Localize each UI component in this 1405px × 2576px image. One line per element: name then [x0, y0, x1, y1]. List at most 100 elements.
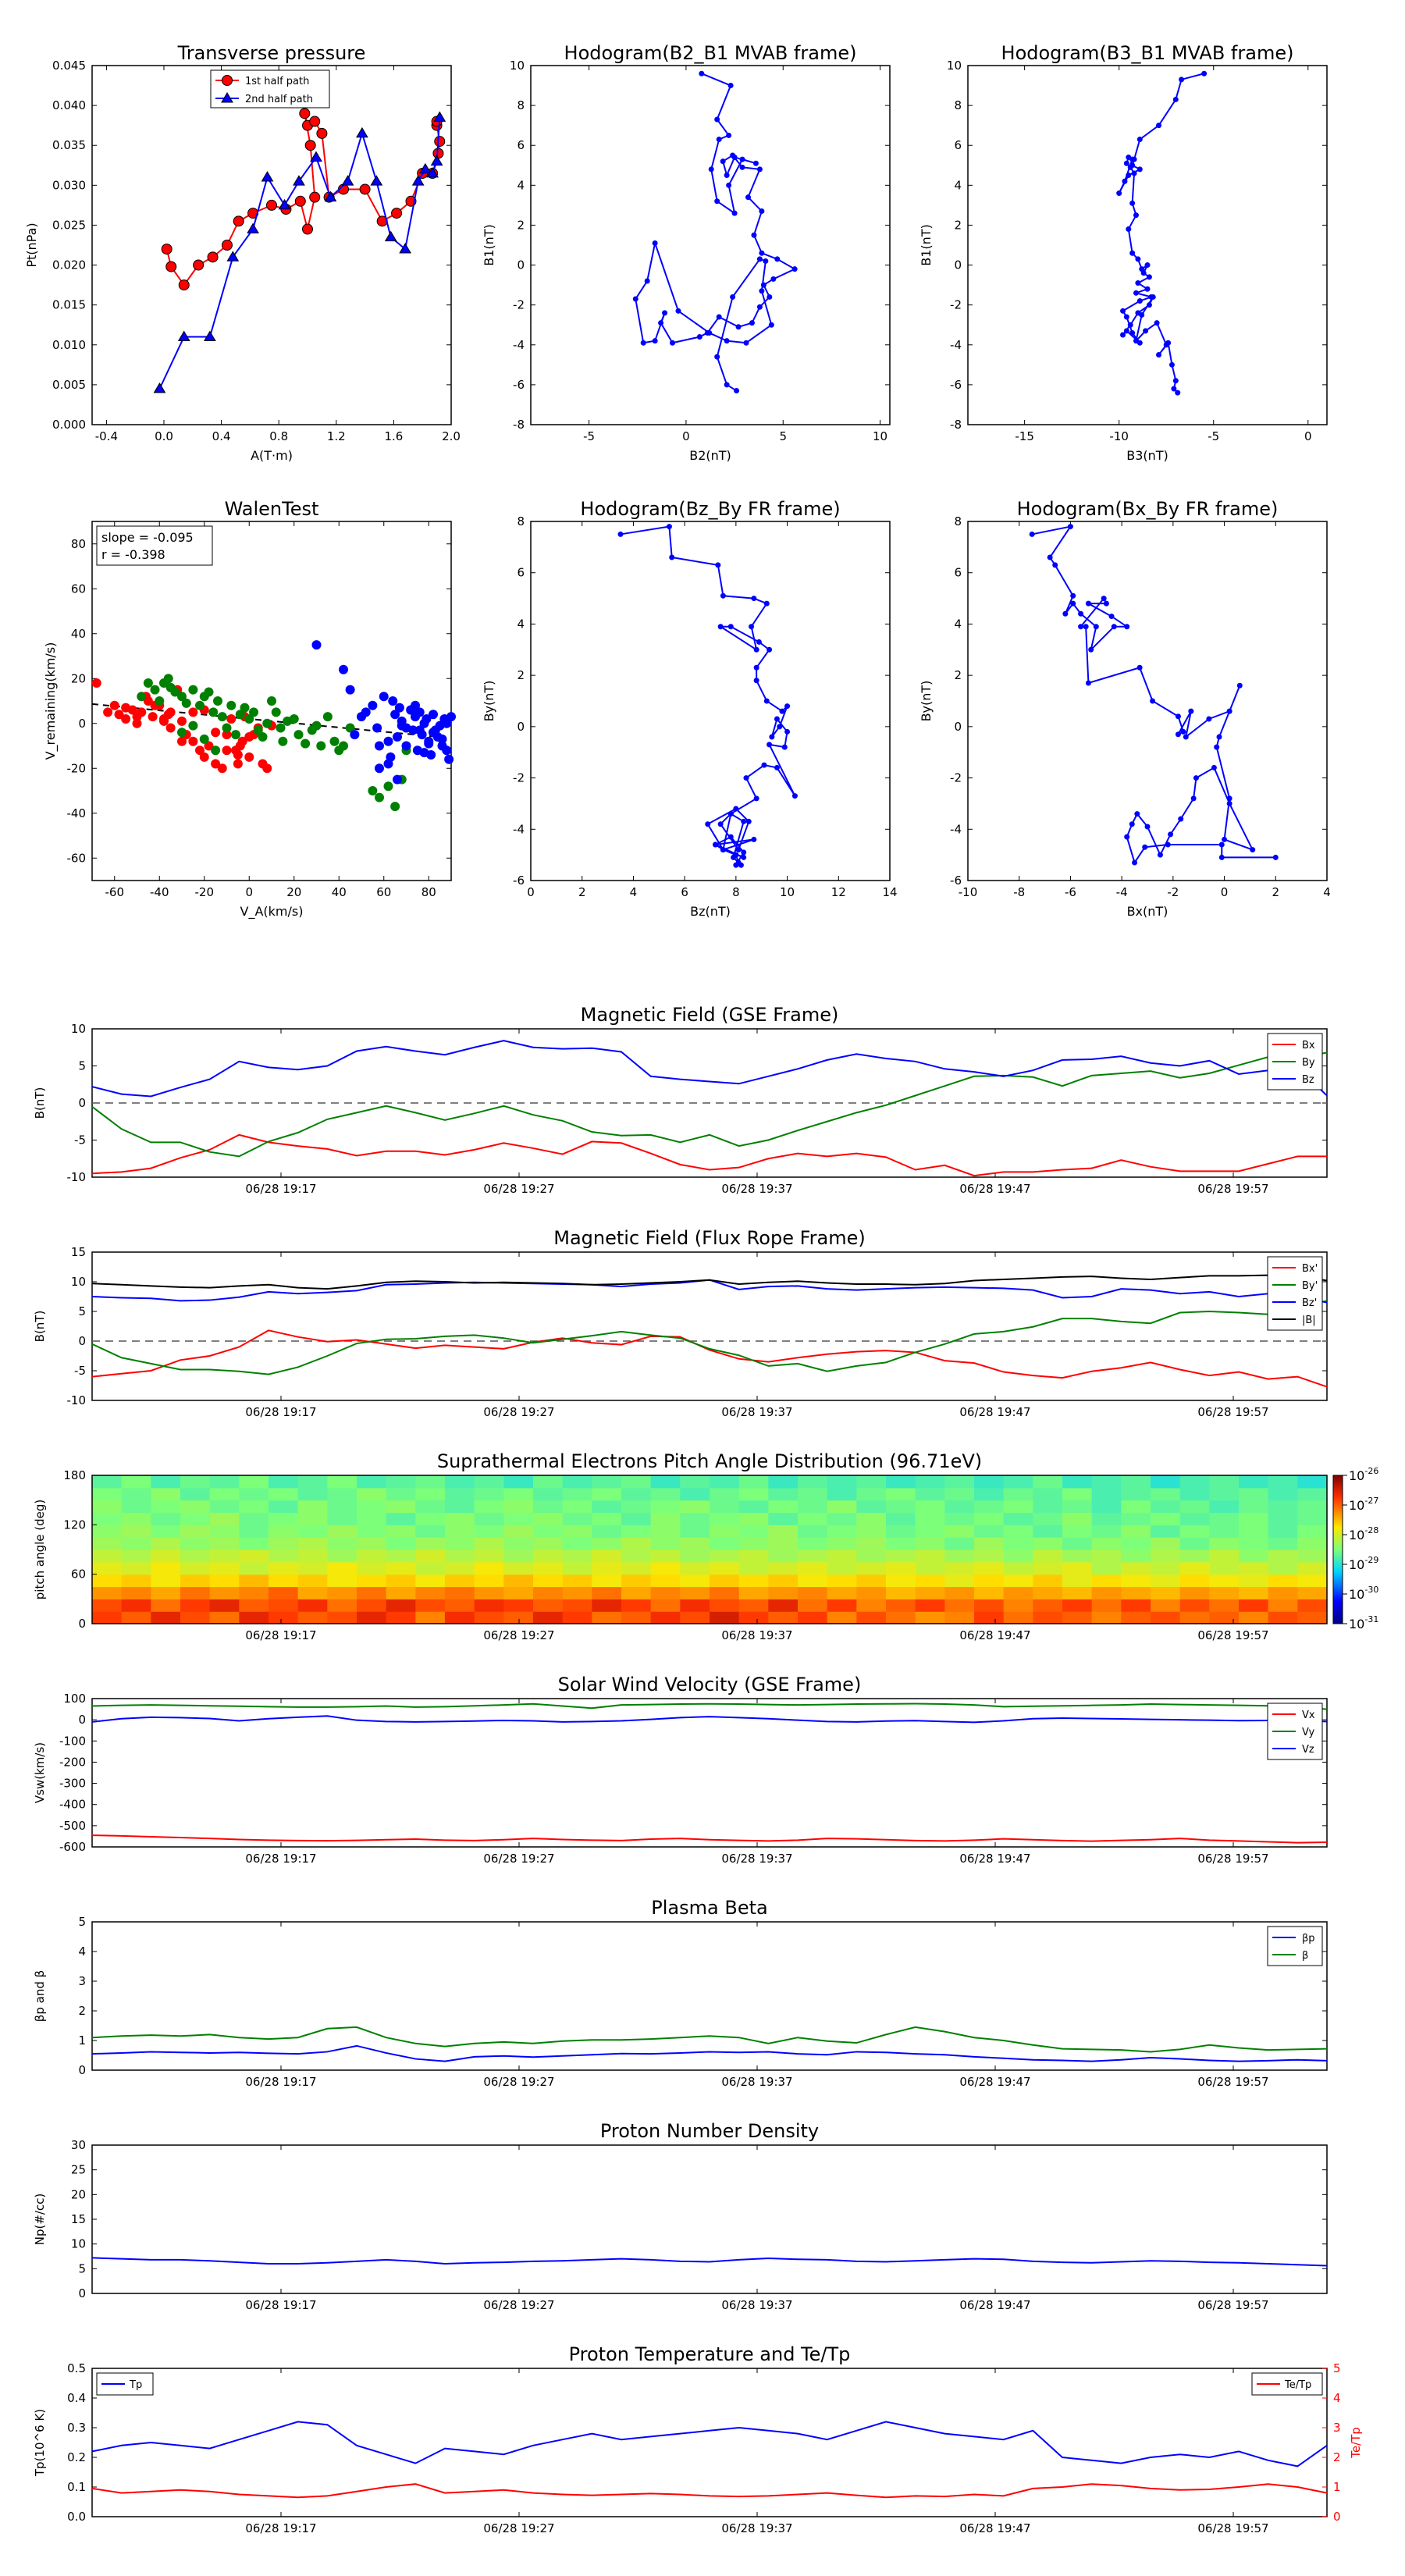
time-tick-label: 06/28 19:17: [245, 2298, 316, 2312]
data-point: [237, 736, 247, 746]
data-point: [770, 276, 777, 282]
heatmap-cell: [621, 1537, 652, 1550]
data-point: [1218, 841, 1225, 848]
y-axis-label-right: Te/Tp: [1349, 2427, 1363, 2459]
data-point: [384, 230, 397, 242]
data-point: [411, 175, 425, 186]
y-tick-label: 0: [954, 720, 962, 734]
y-tick-label: -4: [950, 338, 962, 352]
data-point: [756, 639, 762, 645]
data-point: [193, 259, 205, 271]
data-point: [199, 734, 209, 744]
heatmap-cell: [386, 1500, 416, 1514]
data-point: [1062, 610, 1069, 617]
heatmap-cell: [1239, 1561, 1269, 1575]
heatmap-cell: [562, 1611, 592, 1624]
data-point: [652, 338, 658, 344]
x-tick-label: 0: [1304, 429, 1312, 443]
heatmap-cell: [151, 1586, 181, 1599]
data-point: [233, 215, 244, 227]
data-point: [784, 703, 791, 710]
plot-frame: [91, 2368, 1328, 2517]
x-tick-label: -15: [1015, 429, 1034, 443]
heatmap-cell: [1239, 1574, 1269, 1588]
heatmap-cell: [768, 1537, 799, 1550]
heatmap-cell: [1091, 1487, 1122, 1501]
data-point: [1188, 708, 1194, 714]
y-tick-label: 0.5: [67, 2361, 86, 2375]
time-tick-label: 06/28 19:27: [483, 1405, 554, 1419]
data-point: [390, 802, 400, 812]
data-point: [759, 208, 765, 215]
heatmap-cell: [1121, 1599, 1151, 1612]
heatmap-cell: [92, 1599, 123, 1612]
heatmap-cell: [915, 1537, 945, 1550]
heatmap-cell: [239, 1550, 269, 1563]
data-point: [422, 714, 432, 724]
data-point: [137, 707, 147, 717]
y-tick-label: 0: [517, 720, 525, 734]
x-tick-label: -6: [1065, 885, 1076, 899]
data-point: [1143, 328, 1149, 334]
time-tick-label: 06/28 19:37: [721, 1628, 792, 1642]
heatmap-cell: [1268, 1586, 1298, 1599]
data-point: [226, 714, 237, 724]
y-tick-label: 80: [71, 537, 86, 551]
heatmap-cell: [180, 1537, 211, 1550]
heatmap-cell: [1268, 1487, 1298, 1501]
data-point: [442, 745, 452, 756]
x-tick-label: 4: [1323, 885, 1331, 899]
y-tick-label: -6: [513, 873, 525, 888]
heatmap-cell: [92, 1475, 123, 1489]
data-point: [769, 734, 775, 740]
chart-title: Magnetic Field (GSE Frame): [581, 1004, 839, 1026]
heatmap-cell: [474, 1500, 504, 1514]
data-point: [177, 330, 190, 341]
y-tick-label: 2: [954, 218, 962, 232]
data-point: [177, 736, 187, 746]
heatmap-cell: [798, 1537, 828, 1550]
data-point: [1144, 824, 1151, 830]
data-point: [244, 714, 254, 724]
data-point: [195, 700, 205, 710]
data-point: [278, 736, 288, 746]
heatmap-cell: [680, 1475, 710, 1489]
chart-title: Proton Temperature and Te/Tp: [569, 2343, 851, 2365]
y-tick-label: 0.040: [52, 98, 86, 112]
time-tick-label: 06/28 19:27: [483, 1852, 554, 1866]
series-line-Vz: [91, 1715, 1328, 1724]
heatmap-cell: [386, 1512, 416, 1525]
heatmap-cell: [680, 1599, 710, 1612]
heatmap-cell: [1033, 1525, 1063, 1538]
colorbar-label: 10-31: [1349, 1614, 1378, 1631]
heatmap-cell: [592, 1550, 622, 1563]
heatmap-cell: [297, 1599, 328, 1612]
heatmap-cell: [768, 1611, 799, 1624]
heatmap-cell: [1121, 1611, 1151, 1624]
time-tick-label: 06/28 19:57: [1197, 2075, 1268, 2089]
heatmap-cell: [386, 1475, 416, 1489]
x-tick-label: -0.4: [95, 429, 118, 443]
data-point: [1236, 682, 1243, 688]
data-point: [388, 696, 398, 706]
heatmap-cell: [562, 1599, 592, 1612]
y-tick-label: 8: [954, 98, 962, 112]
data-point: [309, 116, 321, 127]
data-point: [394, 703, 404, 713]
heatmap-cell: [1121, 1537, 1151, 1550]
y-tick-label: -8: [513, 418, 525, 432]
data-point: [1136, 664, 1143, 671]
data-point: [1226, 800, 1232, 806]
heatmap-cell: [445, 1475, 475, 1489]
panel-vsw: Solar Wind Velocity (GSE Frame) -600 -500 -…: [33, 1674, 1328, 1866]
data-point: [1157, 852, 1163, 858]
data-point: [1165, 340, 1172, 346]
data-point: [714, 116, 720, 123]
heatmap-cell: [386, 1611, 416, 1624]
data-point: [1120, 332, 1126, 338]
heatmap-cell: [327, 1599, 357, 1612]
data-point: [1088, 646, 1094, 653]
heatmap-cell: [798, 1475, 828, 1489]
heatmap-cell: [1209, 1574, 1240, 1588]
data-point: [738, 862, 744, 868]
